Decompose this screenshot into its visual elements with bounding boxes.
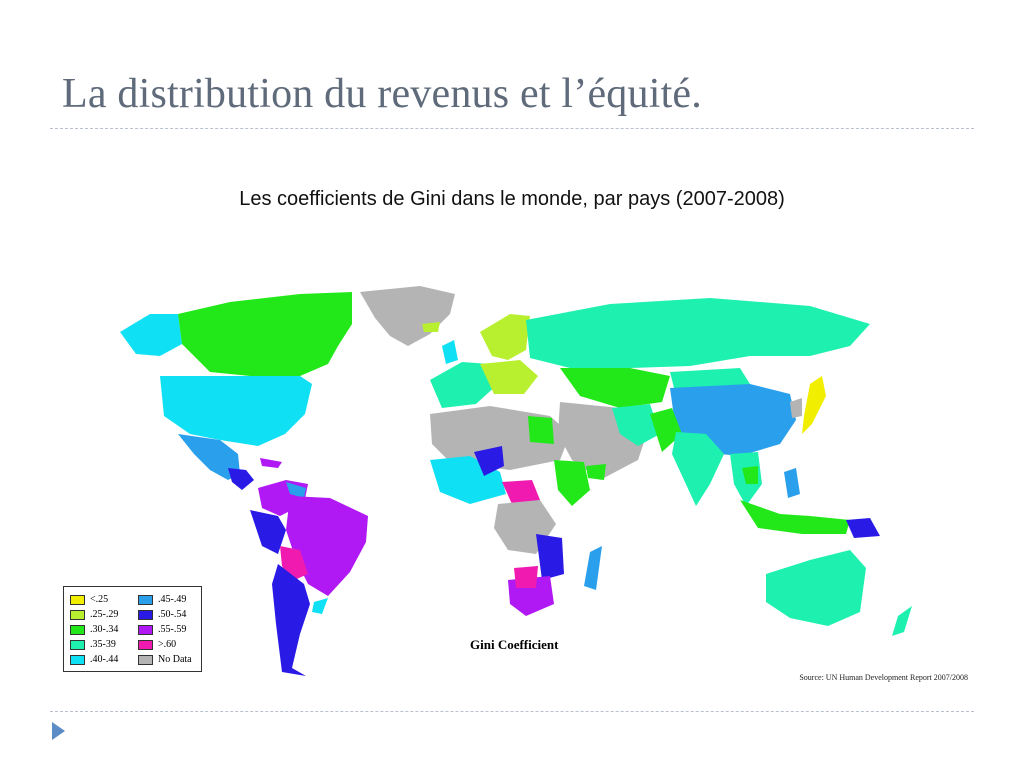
region-korea: [790, 398, 802, 418]
legend-item: .45-.49: [138, 593, 186, 606]
legend-item: .35-39: [70, 638, 116, 651]
map-legend: <.25 .25-.29 .30-.34 .35-39 .40-.44 .45-…: [63, 586, 202, 672]
region-central-africa: [502, 480, 540, 504]
legend-label: .30-.34: [90, 624, 119, 635]
region-new-zealand: [892, 606, 912, 636]
region-papua-new-guinea: [846, 518, 880, 538]
region-central-asia: [560, 368, 670, 408]
map-title: Gini Coefficient: [470, 637, 559, 652]
region-usa: [160, 376, 312, 446]
region-uruguay: [312, 598, 328, 614]
region-alaska: [120, 314, 182, 356]
legend-label: .35-39: [90, 639, 116, 650]
region-japan: [802, 376, 826, 434]
world-gini-map: [120, 286, 912, 676]
region-yemen: [586, 464, 606, 480]
region-southern-africa-east: [536, 534, 564, 580]
legend-item: .50-.54: [138, 608, 186, 621]
legend-swatch: [138, 639, 153, 650]
legend-swatch: [70, 654, 85, 665]
region-western-europe: [430, 362, 498, 408]
region-indonesia: [740, 500, 850, 534]
region-mexico: [178, 434, 240, 480]
region-scandinavia: [480, 314, 530, 360]
map-source-note: Source: UN Human Development Report 2007…: [799, 673, 968, 682]
region-australia: [766, 550, 866, 626]
legend-label: .40-.44: [90, 654, 119, 665]
region-central-europe: [480, 360, 538, 394]
region-indochina: [742, 466, 758, 484]
region-caribbean: [260, 458, 282, 468]
title-divider: [50, 128, 974, 129]
legend-label: .45-.49: [158, 594, 187, 605]
legend-item: .30-.34: [70, 623, 118, 636]
legend-label: No Data: [158, 654, 192, 665]
legend-swatch: [138, 594, 153, 605]
legend-swatch: [138, 624, 153, 635]
slide-title: La distribution du revenus et l’équité.: [62, 71, 702, 117]
region-peru: [250, 510, 286, 554]
region-iceland: [422, 322, 440, 332]
legend-label: .25-.29: [90, 609, 119, 620]
legend-item: .40-.44: [70, 653, 118, 666]
legend-item: <.25: [70, 593, 108, 606]
region-madagascar: [584, 546, 602, 590]
region-guianas: [286, 482, 306, 498]
region-greenland: [360, 286, 455, 346]
map-subtitle: Les coefficients de Gini dans le monde, …: [239, 188, 785, 210]
legend-swatch: [70, 624, 85, 635]
legend-item: .55-.59: [138, 623, 186, 636]
region-east-africa: [554, 460, 590, 506]
region-botswana: [514, 566, 538, 588]
legend-label: .50-.54: [158, 609, 187, 620]
legend-item: .25-.29: [70, 608, 118, 621]
region-pakistan: [650, 408, 682, 452]
legend-swatch: [138, 609, 153, 620]
footer-divider: [50, 711, 974, 712]
region-uk: [442, 340, 458, 364]
next-slide-arrow-icon[interactable]: [52, 722, 65, 740]
legend-swatch: [70, 609, 85, 620]
legend-item: >.60: [138, 638, 176, 651]
legend-swatch: [70, 639, 85, 650]
legend-swatch: [70, 594, 85, 605]
region-central-america: [228, 468, 254, 490]
region-southern-cone: [272, 564, 310, 676]
region-egypt: [528, 416, 554, 444]
legend-label: >.60: [158, 639, 177, 650]
legend-item: No Data: [138, 653, 192, 666]
region-philippines: [784, 468, 800, 498]
region-iran: [612, 404, 660, 446]
region-canada: [178, 292, 352, 376]
region-niger: [474, 446, 504, 476]
legend-label: .55-.59: [158, 624, 187, 635]
region-india: [672, 432, 724, 506]
region-russia: [526, 298, 870, 368]
legend-swatch: [138, 654, 153, 665]
legend-label: <.25: [90, 594, 109, 605]
